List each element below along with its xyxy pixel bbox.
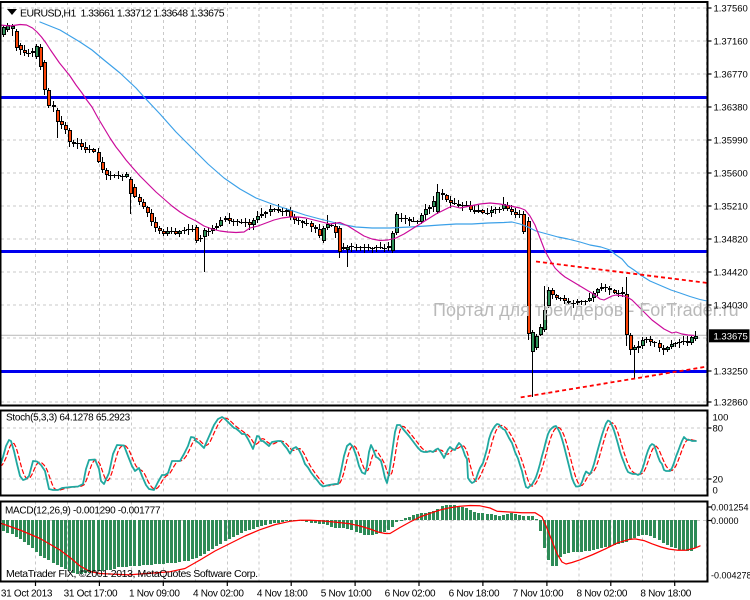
svg-text:1.34030: 1.34030: [714, 301, 748, 312]
svg-text:1 Nov 09:00: 1 Nov 09:00: [129, 589, 180, 600]
svg-text:MetaTrader FIX, ©2001-2013, Me: MetaTrader FIX, ©2001-2013, MetaQuotes S…: [6, 568, 258, 580]
svg-text:1.35990: 1.35990: [714, 136, 748, 147]
svg-text:EURUSD,H1 1.33661 1.33712 1.3: EURUSD,H1 1.33661 1.33712 1.33648 1.3367…: [20, 8, 225, 20]
svg-text:4 Nov 02:00: 4 Nov 02:00: [193, 589, 244, 600]
svg-text:5 Nov 10:00: 5 Nov 10:00: [321, 589, 372, 600]
svg-text:31 Oct 17:00: 31 Oct 17:00: [64, 589, 118, 600]
svg-text:4 Nov 18:00: 4 Nov 18:00: [257, 589, 308, 600]
svg-text:31 Oct 2013: 31 Oct 2013: [1, 589, 53, 600]
svg-text:7 Nov 10:00: 7 Nov 10:00: [513, 589, 564, 600]
svg-text:1.35210: 1.35210: [714, 202, 748, 213]
svg-text:MACD(12,26,9) -0.001290 -0.001: MACD(12,26,9) -0.001290 -0.001777: [5, 506, 161, 517]
svg-text:1.33675: 1.33675: [714, 331, 748, 342]
svg-text:-0.004278: -0.004278: [711, 571, 750, 581]
svg-text:80: 80: [713, 424, 724, 435]
svg-text:1.33250: 1.33250: [714, 367, 748, 378]
svg-text:1.34420: 1.34420: [714, 268, 748, 279]
svg-text:8 Nov 18:00: 8 Nov 18:00: [640, 589, 691, 600]
svg-text:Портал для трейдеров - ForTrad: Портал для трейдеров - ForTrader.ru: [433, 300, 739, 320]
svg-text:20: 20: [713, 475, 724, 486]
svg-text:0: 0: [713, 486, 718, 497]
svg-text:6 Nov 02:00: 6 Nov 02:00: [385, 589, 436, 600]
svg-text:100: 100: [713, 413, 729, 424]
svg-text:0.0000: 0.0000: [711, 516, 739, 526]
svg-text:1.37560: 1.37560: [714, 4, 748, 15]
svg-text:1.37160: 1.37160: [714, 37, 748, 48]
svg-text:1.34820: 1.34820: [714, 235, 748, 246]
svg-text:1.35600: 1.35600: [714, 169, 748, 180]
svg-text:Stoch(5,3,3) 64.1278 65.2923: Stoch(5,3,3) 64.1278 65.2923: [6, 413, 131, 424]
svg-text:8 Nov 02:00: 8 Nov 02:00: [576, 589, 627, 600]
svg-text:1.32860: 1.32860: [714, 398, 748, 409]
svg-text:1.36380: 1.36380: [714, 103, 748, 114]
svg-text:6 Nov 18:00: 6 Nov 18:00: [449, 589, 500, 600]
svg-text:1.36770: 1.36770: [714, 70, 748, 81]
svg-text:0.001254: 0.001254: [711, 503, 749, 513]
